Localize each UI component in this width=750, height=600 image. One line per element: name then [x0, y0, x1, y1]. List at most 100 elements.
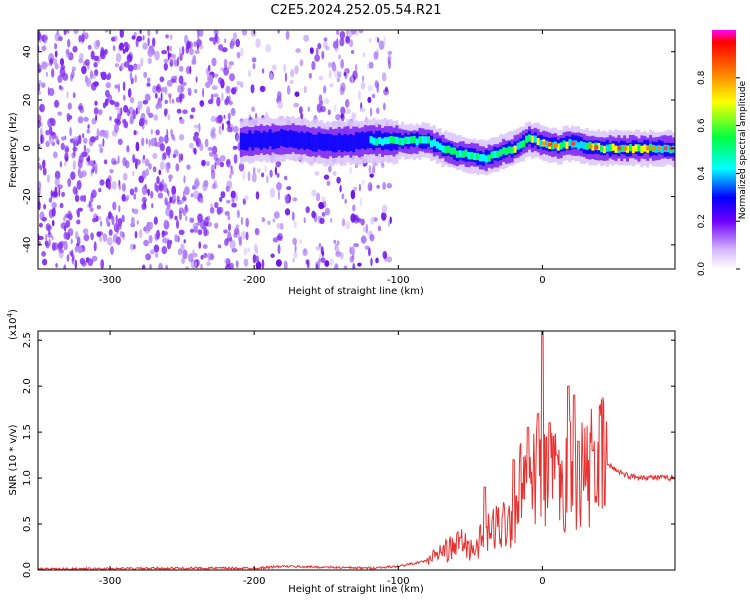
spectrogram-cell — [350, 246, 355, 257]
snr-series-line — [38, 331, 675, 570]
spectrogram-cell — [123, 105, 129, 113]
spectrogram-cell — [336, 30, 340, 36]
spectrogram-cell — [362, 237, 367, 243]
spectrogram-cell — [93, 62, 98, 68]
spectrogram-cell — [179, 93, 182, 103]
spectrogram-cell — [361, 75, 365, 82]
spectrogram-cell — [134, 230, 138, 239]
spectrogram-core-cell — [660, 146, 664, 154]
spectrogram-peak-cell — [617, 146, 622, 151]
spectrogram-cell — [166, 239, 172, 250]
spectrogram-cell — [197, 229, 203, 236]
spectrogram-cell — [193, 41, 197, 47]
spectrogram-cell — [227, 214, 231, 221]
spectrogram-cell — [141, 185, 148, 196]
spectrogram-cell — [53, 58, 58, 65]
x-tick-label: -100 — [387, 275, 410, 286]
spectrogram-band-cell — [285, 130, 289, 148]
spectrogram-cell — [345, 35, 350, 44]
spectrogram-cell — [118, 184, 121, 191]
spectrogram-cell — [70, 238, 73, 245]
spectrogram-cell — [257, 168, 261, 174]
spectrogram-cell — [133, 130, 137, 136]
spectrogram-cell — [165, 34, 169, 39]
spectrogram-cell — [206, 261, 211, 267]
spectrogram-cell — [353, 243, 359, 248]
spectrogram-cell — [231, 248, 238, 253]
spectrogram-band-cell — [323, 134, 327, 151]
spectrogram-cell — [52, 191, 58, 198]
spectrogram-cell — [364, 245, 370, 250]
x-tick-label: -200 — [243, 275, 266, 286]
spectrogram-cell — [100, 71, 107, 81]
spectrogram-core-cell — [608, 144, 612, 152]
spectrogram-cell — [261, 68, 265, 74]
spectrogram-peak-cell — [623, 146, 628, 151]
spectrogram-cell — [56, 30, 59, 36]
spectrogram-cell — [64, 152, 69, 161]
spectrogram-cell — [51, 207, 56, 217]
spectrogram-cell — [42, 167, 47, 176]
spectrogram-cell — [141, 196, 147, 203]
spectrogram-cell — [120, 62, 124, 71]
spectrogram-cell — [240, 47, 244, 57]
spectrogram-cell — [111, 215, 115, 226]
spectrogram-cell — [105, 129, 109, 140]
spectrogram-y-label: Frequency (Hz) — [8, 112, 19, 188]
spectrogram-core-cell — [438, 143, 442, 151]
spectrogram-cell — [344, 198, 348, 204]
spectrogram-cell — [165, 146, 171, 156]
snr-x-ticks: -300 -200 -100 0 — [99, 331, 546, 587]
spectrogram-core-cell — [513, 145, 517, 153]
spectrogram-cell — [146, 77, 151, 83]
spectrogram-cell — [269, 169, 273, 178]
spectrogram-cell — [39, 211, 45, 221]
spectrogram-cell — [105, 82, 112, 89]
spectrogram-cell — [286, 186, 292, 191]
spectrogram-cell — [339, 31, 346, 39]
x-tick-label: -300 — [99, 576, 122, 587]
spectrogram-cell — [317, 42, 322, 50]
spectrogram-cell — [204, 138, 209, 148]
colorbar-ticks: 0.0 0.2 0.4 0.6 0.8 — [697, 70, 740, 276]
spectrogram-band-cell — [314, 134, 318, 152]
spectrogram-cell — [72, 160, 76, 171]
spectrogram-cell — [181, 257, 186, 264]
spectrogram-cell — [250, 30, 257, 37]
spectrogram-band-cell — [303, 133, 307, 151]
spectrogram-cell — [274, 166, 277, 176]
spectrogram-cell — [189, 228, 195, 233]
spectrogram-core-cell — [585, 142, 589, 150]
spectrogram-cell — [158, 181, 163, 191]
spectrogram-cell — [318, 202, 325, 210]
spectrogram-cell — [89, 70, 94, 80]
spectrogram-core-cell — [453, 147, 457, 155]
spectrogram-cell — [166, 45, 170, 52]
spectrogram-cell — [159, 143, 165, 152]
spectrogram-cell — [284, 208, 291, 216]
spectrogram-cell — [189, 48, 194, 56]
spectrogram-cell — [88, 200, 92, 208]
spectrogram-cell — [190, 193, 194, 198]
spectrogram-cell — [229, 73, 235, 82]
colorbar-tick-label: 0.8 — [697, 70, 707, 85]
spectrogram-cell — [92, 218, 97, 223]
spectrogram-cell — [59, 67, 66, 78]
spectrogram-cell — [168, 174, 173, 180]
spectrogram-cell — [43, 33, 48, 44]
spectrogram-cell — [153, 216, 158, 225]
spectrogram-cell — [179, 118, 185, 124]
spectrogram-cell — [119, 30, 124, 38]
spectrogram-cell — [93, 55, 99, 62]
spectrogram-cell — [73, 140, 76, 149]
spectrogram-cell — [371, 93, 376, 99]
spectrogram-cell — [112, 45, 116, 52]
spectrogram-cell — [195, 140, 199, 146]
spectrogram-cell — [211, 85, 218, 90]
spectrogram-cell — [200, 263, 203, 269]
colorbar-tick-label: 0.0 — [697, 262, 707, 277]
spectrogram-cell — [117, 138, 123, 145]
spectrogram-cell — [209, 37, 214, 42]
spectrogram-core-cell — [424, 136, 428, 144]
